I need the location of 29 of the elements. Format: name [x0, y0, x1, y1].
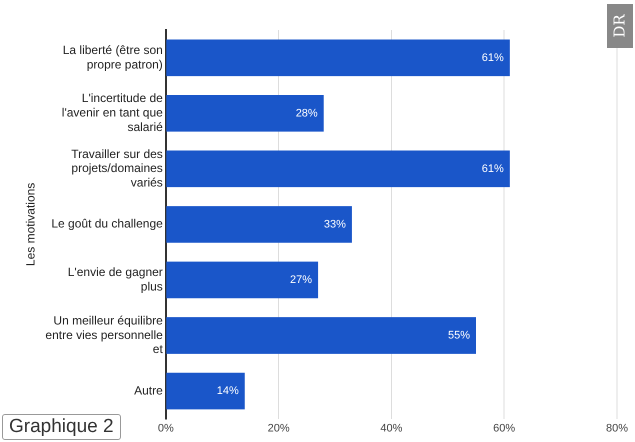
bar [166, 262, 318, 298]
data-label: 61% [482, 52, 504, 64]
y-tick-label: Travailler sur des projets/domaines variés [71, 146, 163, 190]
x-tick-label: 40% [380, 422, 403, 434]
annotation: DR [610, 14, 629, 38]
data-label: 14% [216, 385, 239, 398]
bar [166, 39, 510, 76]
bar [166, 94, 324, 132]
bar [166, 150, 510, 188]
x-tick-label: 60% [493, 422, 516, 434]
bar [166, 206, 352, 243]
y-axis-title: Les motivations [24, 182, 38, 266]
data-label: 55% [448, 330, 470, 342]
bar [166, 317, 476, 354]
y-tick-label: La liberté (être son propre patron) [62, 42, 163, 72]
x-tick-label: 80% [606, 422, 628, 434]
y-tick-label: Un meilleur équilibre entre vies personnelle et [45, 313, 164, 356]
y-tick-label: Le goût du challenge [51, 216, 164, 231]
x-tick-label: 0% [158, 422, 174, 434]
data-label: 61% [482, 162, 504, 175]
y-tick-label: Autre [134, 383, 164, 398]
x-tick-label: 20% [268, 422, 290, 434]
y-tick-label: L'incertitude de l'avenir en tant que salarié [62, 91, 164, 134]
data-label: 27% [290, 274, 312, 286]
data-label: 28% [296, 107, 318, 120]
bar [166, 372, 245, 410]
text: Graphique 2 [9, 416, 114, 437]
data-label: 33% [324, 218, 346, 230]
y-tick-label: L'envie de gagner plus [68, 265, 163, 294]
